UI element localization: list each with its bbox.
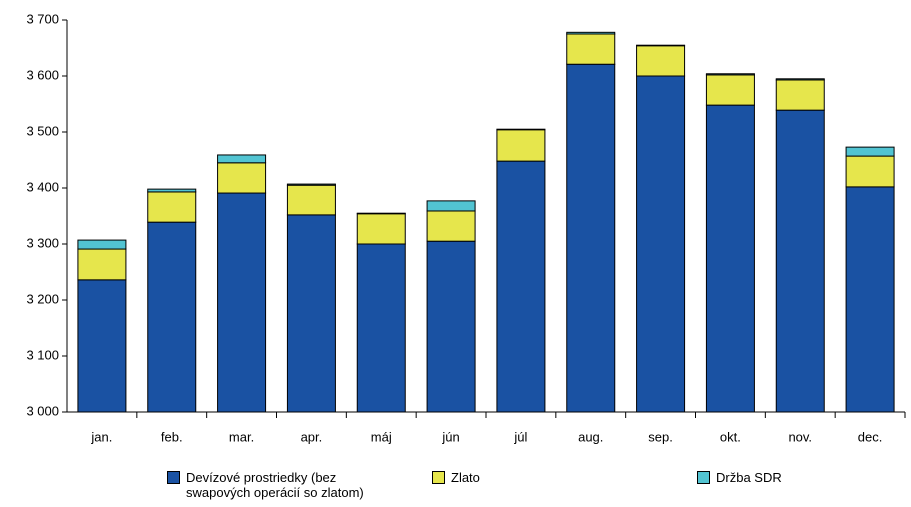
bar-segment [426,240,476,413]
bar-segment [705,73,755,76]
legend-label: Držba SDR [716,470,782,485]
bar-segment [356,243,406,413]
x-tick-label: dec. [858,429,883,444]
x-tick-label: apr. [301,429,323,444]
bar-segment [845,146,895,157]
bar-segment [496,128,546,131]
x-tick-label: máj [371,429,392,444]
bar-segment [566,31,616,35]
bar-segment [496,129,546,162]
bar-segment [775,109,825,413]
bar-segment [705,74,755,106]
legend-swatch [697,471,710,484]
bar-segment [636,45,686,77]
bar-segment [426,210,476,242]
bar-segment [217,162,267,194]
bar-segment [147,221,197,413]
bar-segment [356,212,406,215]
y-tick-label: 3 700 [26,11,59,26]
y-tick-label: 3 200 [26,291,59,306]
bar-segment [496,160,546,413]
legend-label: Zlato [451,470,480,485]
x-tick-label: okt. [720,429,741,444]
bar-segment [217,192,267,413]
bar-segment [566,63,616,413]
legend-item: Zlato [432,470,582,485]
x-tick-label: júl [513,429,527,444]
bar-segment [566,33,616,65]
legend-item: Držba SDR [697,470,847,485]
bar-segment [147,191,197,223]
bar-segment [77,239,127,250]
x-tick-label: jan. [90,429,112,444]
y-tick-label: 3 300 [26,235,59,250]
x-tick-label: aug. [578,429,603,444]
bar-segment [356,213,406,245]
legend-item: Devízové prostriedky (bez swapových oper… [167,470,397,500]
bar-segment [636,44,686,47]
y-tick-label: 3 600 [26,67,59,82]
bar-segment [845,186,895,413]
bar-segment [286,214,336,413]
legend-swatch [167,471,180,484]
y-tick-label: 3 500 [26,123,59,138]
bar-segment [147,188,197,193]
x-tick-label: nov. [788,429,812,444]
bar-segment [286,183,336,186]
bar-segment [845,155,895,188]
bar-segment [775,79,825,111]
y-tick-label: 3 100 [26,347,59,362]
x-tick-label: jún [441,429,459,444]
x-tick-label: feb. [161,429,183,444]
bar-segment [705,104,755,413]
y-tick-label: 3 400 [26,179,59,194]
bar-segment [426,200,476,212]
bar-segment [217,154,267,164]
y-tick-label: 3 000 [26,403,59,418]
legend-label: Devízové prostriedky (bez swapových oper… [186,470,364,500]
bar-segment [775,78,825,81]
x-tick-label: sep. [648,429,673,444]
legend-swatch [432,471,445,484]
bar-segment [286,184,336,216]
bar-segment [636,75,686,413]
bar-segment [77,248,127,281]
bar-segment [77,279,127,413]
x-tick-label: mar. [229,429,254,444]
